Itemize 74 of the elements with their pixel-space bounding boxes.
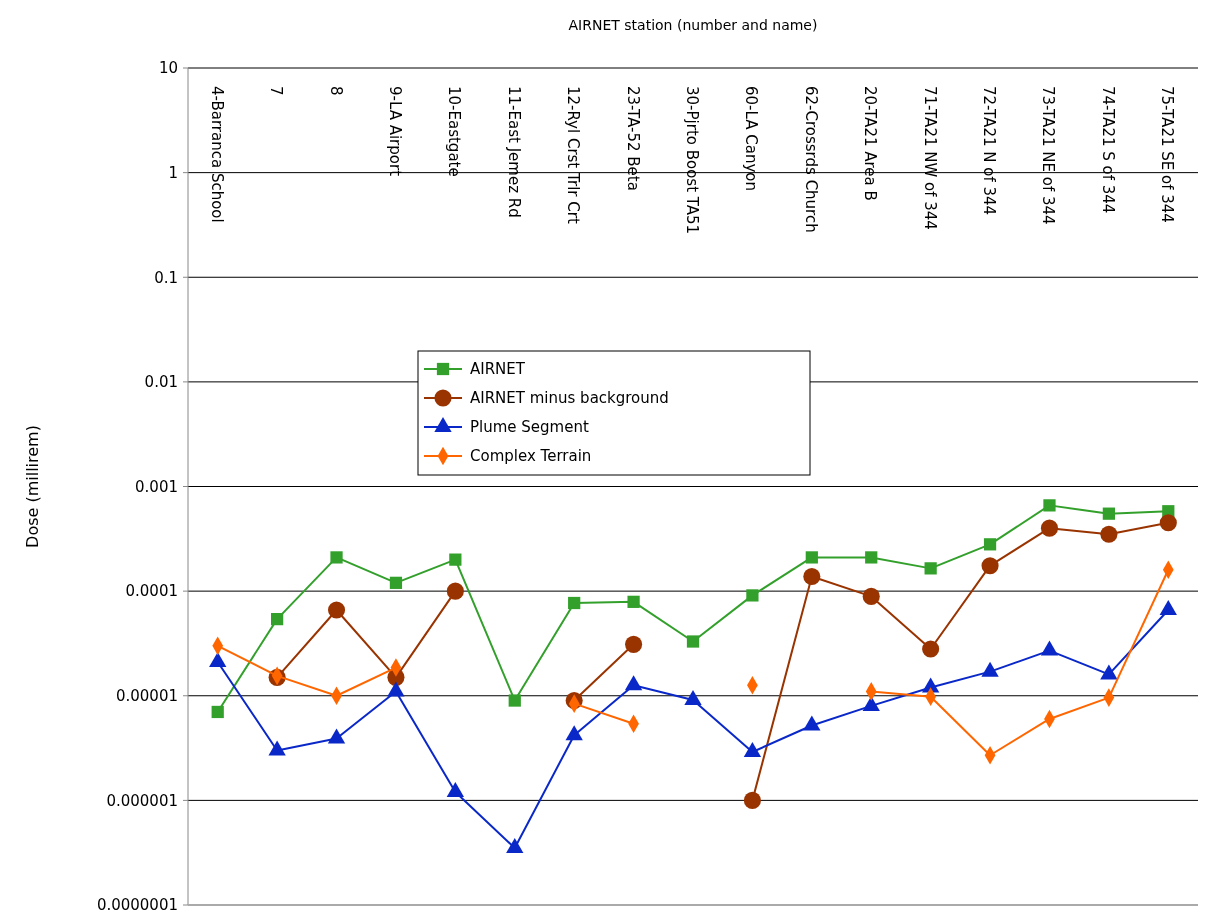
point — [565, 725, 583, 741]
point — [981, 661, 999, 677]
point — [449, 553, 462, 566]
point — [625, 635, 643, 653]
point — [1159, 514, 1177, 532]
x-tick-label: 73-TA21 NE of 344 — [1039, 86, 1058, 225]
point — [983, 538, 997, 551]
point — [1100, 664, 1118, 680]
point — [803, 567, 821, 586]
point — [1159, 600, 1177, 616]
point — [211, 705, 224, 719]
y-tick-label: 0.1 — [154, 268, 178, 287]
x-tick-label: 10-Eastgate — [445, 86, 464, 177]
point — [506, 838, 524, 854]
point — [743, 741, 762, 757]
point — [743, 791, 761, 809]
y-tick-label: 10 — [158, 59, 178, 78]
point — [268, 740, 286, 756]
point — [209, 652, 227, 668]
point — [568, 596, 581, 610]
point — [270, 613, 284, 626]
legend-label: Plume Segment — [470, 418, 589, 437]
point — [684, 690, 702, 706]
x-tick-label: 62-Crossrds Church — [801, 86, 820, 233]
x-tick-label: 12-Ryl Crst Trlr Crt — [564, 86, 583, 224]
y-tick-label: 0.000001 — [106, 791, 178, 810]
y-tick-label: 1 — [168, 163, 178, 182]
point — [446, 582, 464, 600]
point — [1043, 499, 1056, 512]
point — [981, 557, 999, 575]
point — [1040, 640, 1059, 656]
legend-label: AIRNET minus background — [470, 389, 669, 408]
point — [508, 694, 521, 707]
y-tick-label: 0.001 — [135, 477, 178, 496]
x-tick-label: 7 — [267, 86, 286, 96]
x-axis-title: AIRNET station (number and name) — [568, 17, 818, 33]
x-tick-label: 30-Pjrto Boost TA51 — [683, 86, 701, 235]
x-tick-label: 8 — [326, 86, 345, 96]
point — [446, 782, 465, 798]
point — [624, 675, 643, 691]
x-tick-label: 71-TA21 NW of 344 — [920, 86, 939, 230]
x-tick-label: 4-Barranca School — [207, 86, 226, 223]
x-tick-label: 74-TA21 S of 344 — [1098, 86, 1117, 214]
point — [389, 576, 403, 589]
legend-label: Complex Terrain — [470, 447, 592, 466]
x-tick-label: 23-TA-52 Beta — [623, 86, 642, 191]
point — [803, 715, 821, 731]
y-tick-label: 0.0000001 — [96, 896, 178, 915]
point — [1102, 507, 1116, 520]
point — [1100, 525, 1118, 543]
legend-label: AIRNET — [470, 360, 526, 379]
point — [387, 681, 405, 697]
x-tick-label: 75-TA21 SE of 344 — [1158, 86, 1177, 223]
point — [862, 587, 880, 605]
point — [865, 551, 878, 564]
x-tick-label: 60-LA Canyon — [742, 86, 761, 191]
y-axis-title: Dose (millirem) — [23, 425, 42, 548]
y-tick-label: 0.01 — [144, 373, 178, 392]
point — [922, 640, 940, 658]
x-tick-label: 9-LA Airport — [385, 86, 404, 177]
y-tick-label: 0.0001 — [125, 582, 178, 601]
point — [746, 589, 759, 602]
x-tick-label: 11-East Jemez Rd — [504, 86, 523, 218]
point — [327, 601, 346, 619]
point — [327, 728, 346, 744]
x-tick-label: 20-TA21 Area B — [861, 86, 880, 201]
point — [686, 635, 700, 648]
point — [627, 595, 640, 608]
point — [805, 551, 818, 564]
point — [924, 562, 937, 575]
point — [330, 551, 343, 564]
point — [1040, 519, 1059, 537]
y-tick-label: 0.00001 — [115, 687, 178, 705]
x-tick-label: 72-TA21 N of 344 — [980, 86, 999, 216]
